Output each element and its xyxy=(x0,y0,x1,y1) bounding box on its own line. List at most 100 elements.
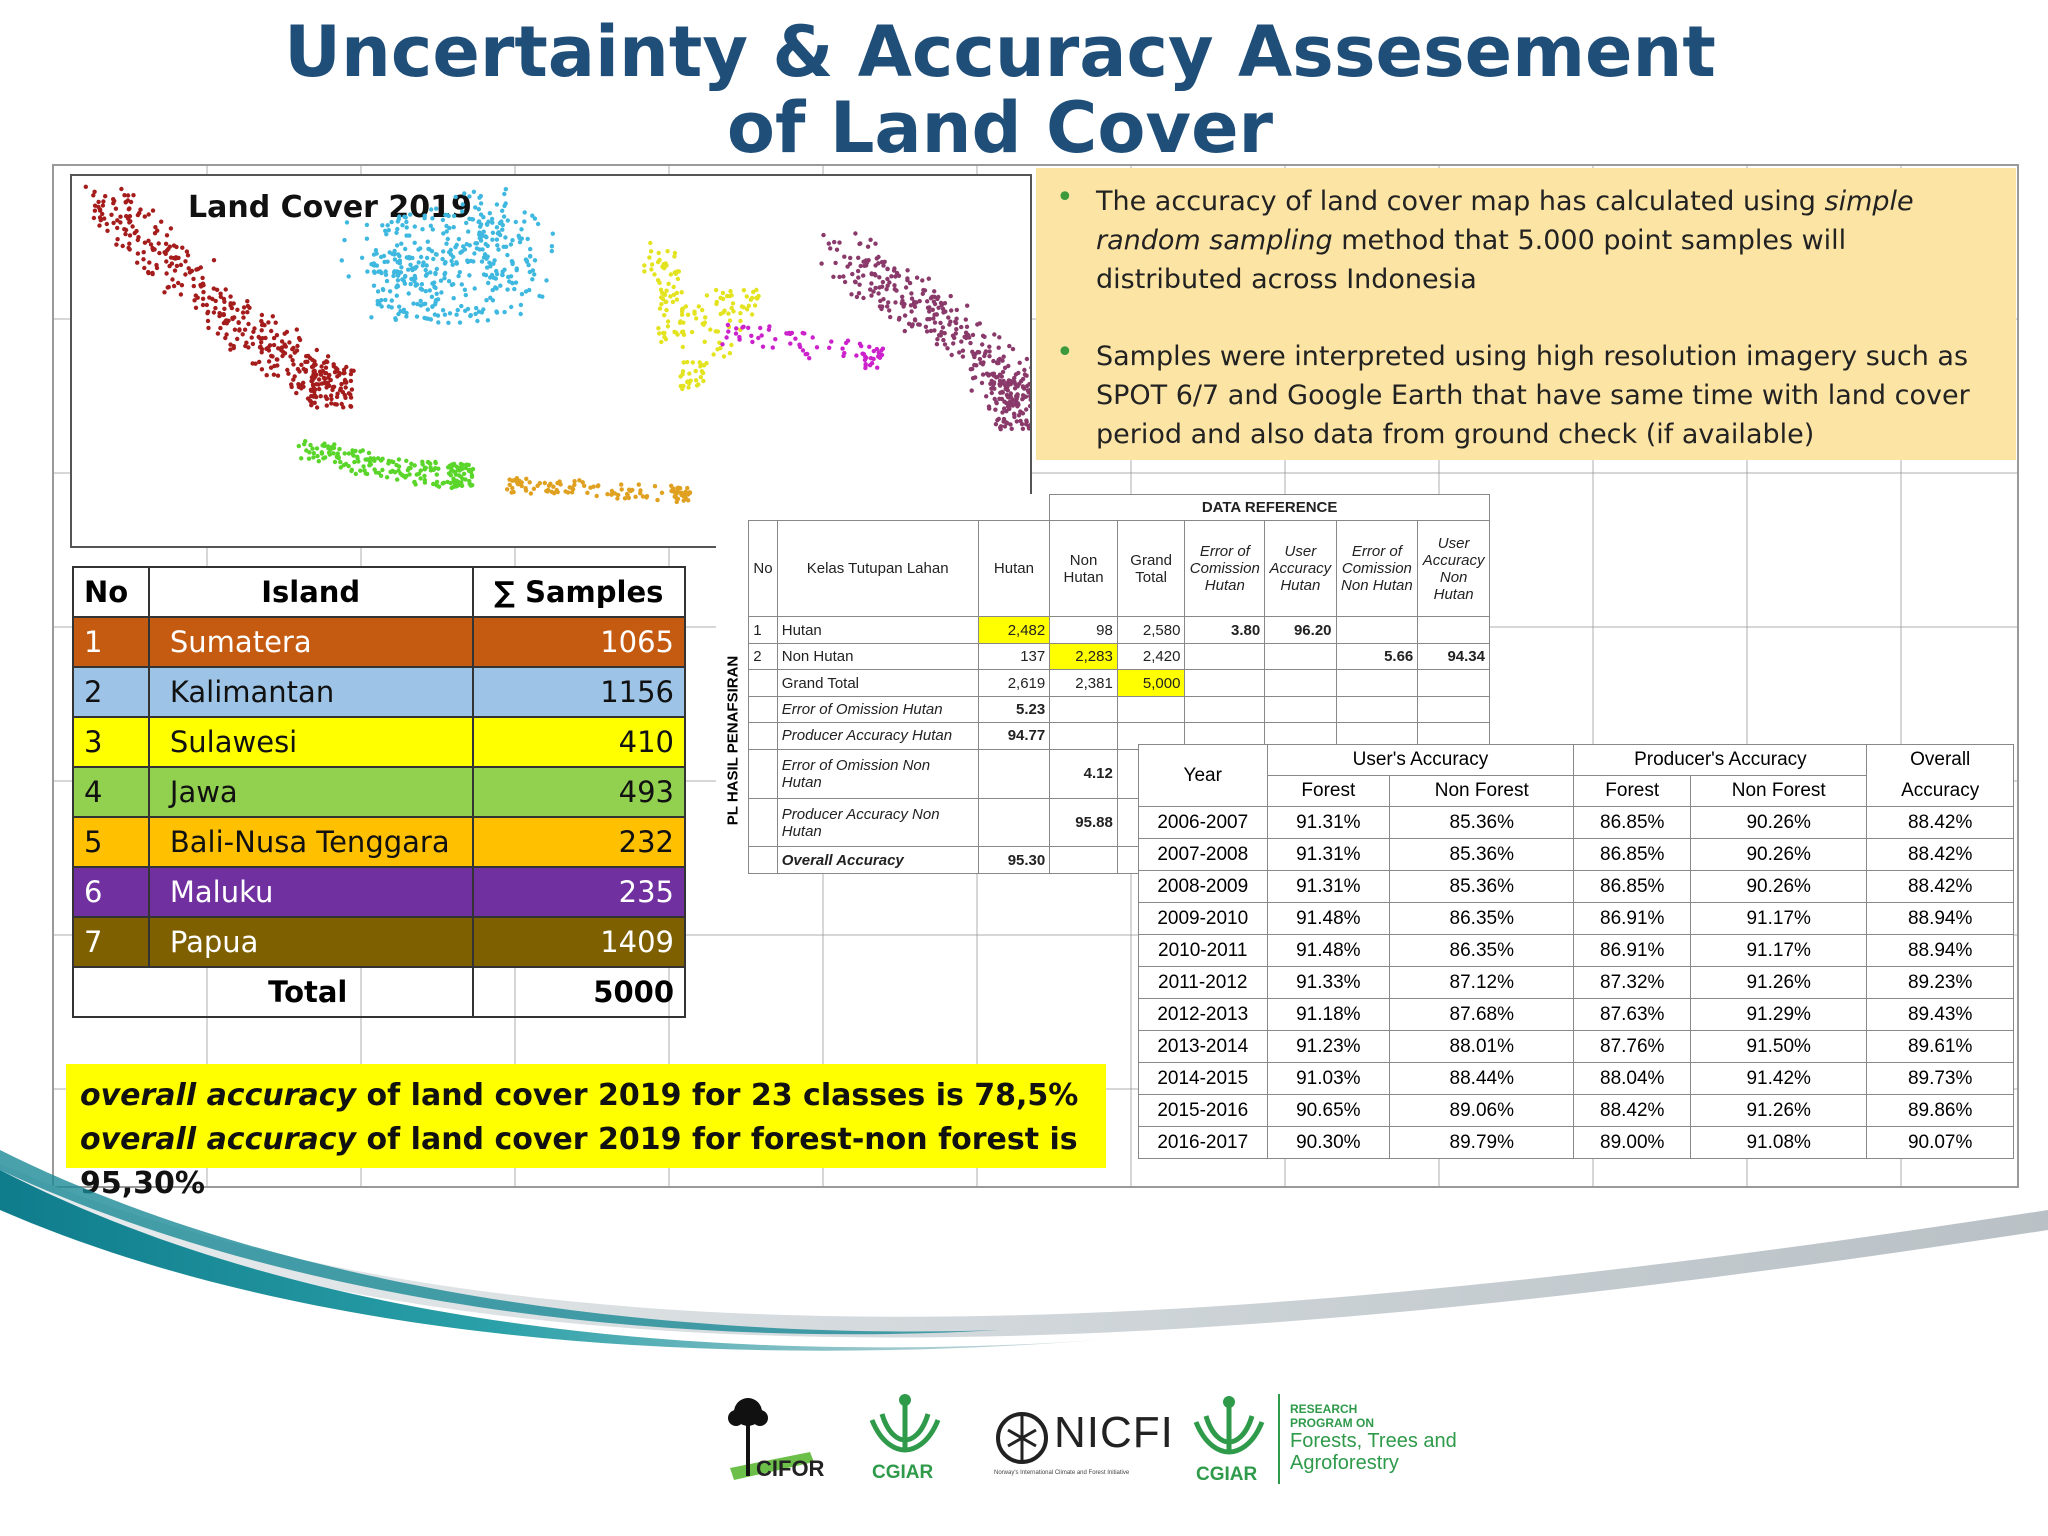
sample-point xyxy=(127,233,133,238)
sample-point xyxy=(309,364,315,370)
island-cell: Sumatera xyxy=(147,616,474,668)
sample-point xyxy=(1004,400,1009,406)
sample-point xyxy=(615,496,620,501)
sample-point xyxy=(680,307,685,312)
year-cell: 87.32% xyxy=(1573,966,1692,999)
sample-point xyxy=(1000,358,1005,363)
sample-point xyxy=(514,266,519,271)
sample-point xyxy=(960,348,966,353)
sample-point xyxy=(668,272,674,277)
forests-trees-program-logo: RESEARCH PROGRAM ON Forests, Trees and A… xyxy=(1290,1402,1510,1474)
sample-point xyxy=(294,390,299,396)
sample-point xyxy=(351,453,356,458)
sample-point xyxy=(97,207,103,212)
sample-point xyxy=(236,320,241,325)
sample-point xyxy=(472,251,477,256)
sample-point xyxy=(868,356,874,361)
title-line-2: of Land Cover xyxy=(726,87,1274,169)
sample-point xyxy=(427,288,432,293)
sample-point xyxy=(683,304,689,309)
sample-point xyxy=(200,302,206,308)
sample-point xyxy=(454,478,459,483)
sample-point xyxy=(1010,346,1016,352)
sample-point xyxy=(213,298,218,304)
sample-point xyxy=(412,479,417,485)
sample-point xyxy=(700,321,705,326)
sample-point xyxy=(440,308,446,313)
sample-point xyxy=(469,474,475,479)
sample-point xyxy=(727,351,733,356)
sample-point xyxy=(463,465,468,471)
sample-point xyxy=(288,354,293,359)
dr-cell: 2,619 xyxy=(977,669,1051,697)
sample-point xyxy=(320,443,325,448)
sample-point xyxy=(386,458,392,464)
sample-point xyxy=(424,255,430,261)
sample-point xyxy=(1013,381,1018,387)
sample-point xyxy=(555,489,560,495)
dr-cell: 3.80 xyxy=(1184,616,1266,644)
sample-point xyxy=(193,305,199,310)
sample-point xyxy=(205,318,211,324)
sample-point xyxy=(479,259,485,264)
sample-point xyxy=(384,278,390,284)
sample-point xyxy=(720,342,725,347)
sample-point xyxy=(313,393,318,399)
sample-point xyxy=(310,357,315,362)
sample-point xyxy=(672,329,677,335)
sample-point xyxy=(718,295,723,301)
sample-point xyxy=(425,307,430,312)
sample-point xyxy=(176,280,181,286)
sample-point xyxy=(101,199,106,204)
sample-point xyxy=(663,299,668,305)
year-cell: 88.42% xyxy=(1866,806,2014,839)
sample-point xyxy=(903,285,909,290)
sample-point xyxy=(681,383,686,389)
sample-point xyxy=(885,304,890,309)
sample-point xyxy=(392,251,397,256)
sample-point xyxy=(448,473,453,478)
sample-point xyxy=(500,222,505,228)
sample-point xyxy=(679,330,685,335)
year-row: 2012-2013 91.18% 87.68% 87.63% 91.29% 89.43% xyxy=(1138,998,2014,1031)
sample-point xyxy=(486,219,491,224)
sample-point xyxy=(418,303,423,308)
sample-point xyxy=(946,315,951,320)
sample-point xyxy=(756,335,761,341)
sample-point xyxy=(982,334,987,339)
sample-point xyxy=(494,202,500,207)
sample-point xyxy=(954,327,959,332)
sample-point xyxy=(385,223,390,228)
island-row: 5 Bali-Nusa Tenggara 232 xyxy=(72,816,687,868)
sample-point xyxy=(316,459,321,464)
sample-point xyxy=(412,224,417,229)
sample-point xyxy=(942,342,948,347)
sample-point xyxy=(395,283,400,288)
sample-point xyxy=(678,374,683,379)
sample-point xyxy=(369,262,374,267)
sample-point xyxy=(466,462,471,468)
sample-point xyxy=(134,228,139,234)
sample-point xyxy=(519,480,524,485)
sample-point xyxy=(306,456,312,461)
sample-point xyxy=(428,223,433,228)
sample-point xyxy=(125,193,131,198)
dr-cell: 2,482 xyxy=(977,616,1051,644)
sample-point xyxy=(642,263,647,268)
sample-point xyxy=(438,278,444,283)
sample-point xyxy=(960,354,966,359)
sample-point xyxy=(932,312,937,317)
sample-point xyxy=(416,247,421,252)
sample-point xyxy=(577,478,582,483)
sample-point xyxy=(445,236,450,242)
sample-point xyxy=(977,321,982,326)
sample-point xyxy=(888,314,893,320)
sample-point xyxy=(925,299,930,304)
sample-point xyxy=(127,214,133,219)
sample-point xyxy=(123,231,128,237)
year-row: 2013-2014 91.23% 88.01% 87.76% 91.50% 89.61% xyxy=(1138,1030,2014,1063)
island-row: 3 Sulawesi 410 xyxy=(72,716,687,768)
dr-cell: 5,000 xyxy=(1116,669,1186,697)
sample-point xyxy=(940,306,946,311)
sample-point xyxy=(454,242,459,248)
